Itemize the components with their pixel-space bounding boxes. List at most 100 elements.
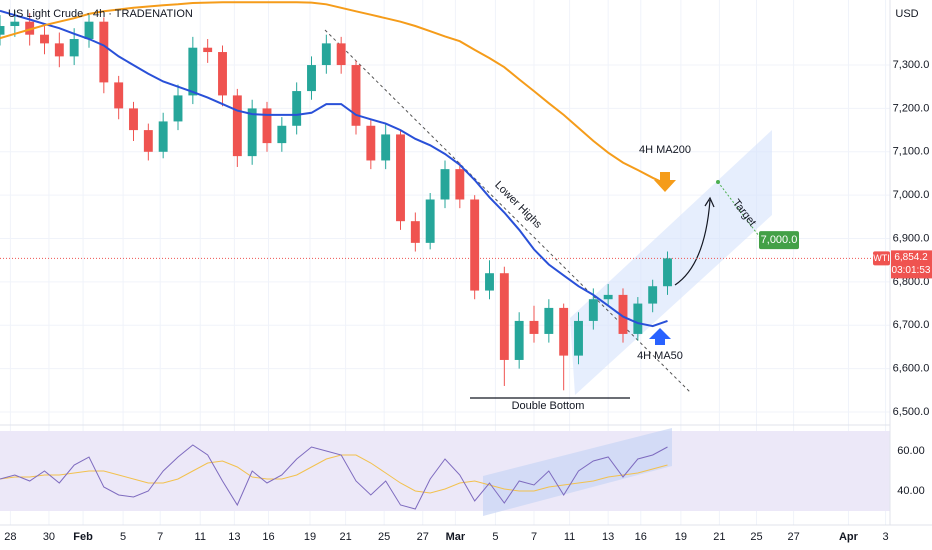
candle-body	[336, 43, 346, 66]
candle-body	[514, 320, 524, 360]
ma50-arrow	[649, 328, 671, 345]
x-tick-label: 19	[304, 531, 316, 543]
candle-body	[292, 91, 302, 126]
candle-body	[455, 169, 465, 200]
candle-body	[529, 320, 539, 334]
y-tick-label: 6,900.0	[893, 232, 930, 244]
target-box	[759, 231, 799, 250]
candle-body	[84, 21, 94, 40]
candle-body	[470, 199, 480, 291]
x-tick-label: 11	[564, 531, 575, 543]
x-tick-label: 7	[531, 531, 537, 543]
candle-body	[173, 95, 183, 122]
x-tick-label: 16	[262, 531, 274, 543]
symbol-box	[873, 251, 890, 266]
candle-body	[588, 299, 598, 321]
ma200-label: 4H MA200	[639, 144, 691, 156]
candle-body	[99, 21, 109, 83]
moving-average	[0, 9, 668, 328]
target-label: 7,000.0	[761, 234, 798, 246]
y-tick-label: 7,200.0	[893, 102, 930, 114]
candle-body	[262, 108, 272, 144]
candle-body	[544, 307, 554, 334]
symbol-label: WTI	[873, 253, 890, 263]
candle-body	[425, 199, 435, 243]
candle-body	[410, 221, 420, 243]
x-tick-label: 3	[882, 531, 888, 543]
candle-body	[232, 95, 242, 157]
candle-body	[396, 134, 405, 222]
x-tick-label: 7	[157, 531, 163, 543]
countdown: 03:01:53	[892, 265, 931, 276]
x-tick-label: 5	[120, 531, 126, 543]
candle-body	[307, 65, 316, 92]
x-tick-label: 21	[339, 531, 351, 543]
candle-body	[321, 43, 331, 66]
candle-body	[54, 43, 64, 57]
candle-body	[366, 125, 376, 161]
candle-body	[158, 121, 168, 152]
candle-body	[0, 26, 5, 35]
candle-body	[247, 108, 257, 157]
y-tick-label: 6,500.0	[893, 406, 930, 418]
x-tick-label: 21	[713, 531, 725, 543]
candle-body	[603, 294, 613, 300]
moving-average	[0, 1, 668, 186]
rsi-band	[0, 431, 890, 511]
plot	[0, 1, 890, 510]
x-tick-label: 27	[787, 531, 799, 543]
x-tick-label: Apr	[839, 531, 859, 543]
x-tick-label: 16	[635, 531, 647, 543]
y-tick-label: 7,000.0	[893, 189, 930, 201]
chart-title: US Light Crude · 4h · TRADENATION	[8, 8, 193, 20]
y-tick-label: 6,600.0	[893, 363, 930, 375]
currency: USD	[895, 8, 918, 20]
rsi-line	[0, 444, 668, 510]
last-price-label: 6,854.2	[894, 252, 928, 263]
y-tick-label: 7,100.0	[893, 146, 930, 158]
last-price-box	[891, 250, 932, 279]
x-tick-label: Feb	[73, 531, 93, 543]
candle-body	[25, 21, 35, 35]
x-tick-label: 5	[492, 531, 498, 543]
candle-body	[188, 47, 198, 96]
y-tick-label: 7,300.0	[893, 59, 930, 71]
x-tick-label: Mar	[446, 531, 466, 543]
lower-highs-line	[324, 29, 691, 393]
y-tick-label: 6,800.0	[893, 276, 930, 288]
x-tick-label: 27	[417, 531, 429, 543]
candle-body	[559, 307, 569, 356]
projection-arrow	[674, 199, 711, 286]
x-tick-label: 13	[228, 531, 240, 543]
projection-arrow-head	[704, 196, 715, 208]
annotation: Double Bottom	[512, 400, 585, 412]
x-tick-label: 30	[43, 531, 55, 543]
candle-body	[618, 294, 628, 334]
x-tick-label: 11	[195, 531, 206, 543]
candle-body	[633, 303, 643, 334]
y-tick-label: 40.00	[897, 485, 925, 497]
candle-body	[129, 108, 138, 131]
candle-body	[143, 130, 153, 152]
x-tick-label: 28	[4, 531, 16, 543]
ma200-arrow	[654, 172, 676, 192]
candle-body	[40, 34, 49, 44]
x-tick-label: 25	[750, 531, 762, 543]
candle-body	[277, 125, 287, 144]
x-tick-label: 19	[675, 531, 687, 543]
x-tick-label: 13	[602, 531, 614, 543]
candle-body	[499, 273, 509, 360]
candle-body	[218, 52, 227, 96]
rsi-ma	[0, 454, 668, 494]
candle-body	[203, 47, 213, 53]
candle-body	[381, 134, 391, 161]
target-line	[717, 181, 763, 241]
rsi-band	[0, 431, 890, 511]
y-tick-label: 6,700.0	[893, 319, 930, 331]
candle-body	[574, 320, 583, 356]
candle-body	[663, 258, 672, 287]
target-dot	[716, 180, 720, 184]
candle-body	[69, 39, 79, 57]
candle-body	[648, 286, 658, 304]
